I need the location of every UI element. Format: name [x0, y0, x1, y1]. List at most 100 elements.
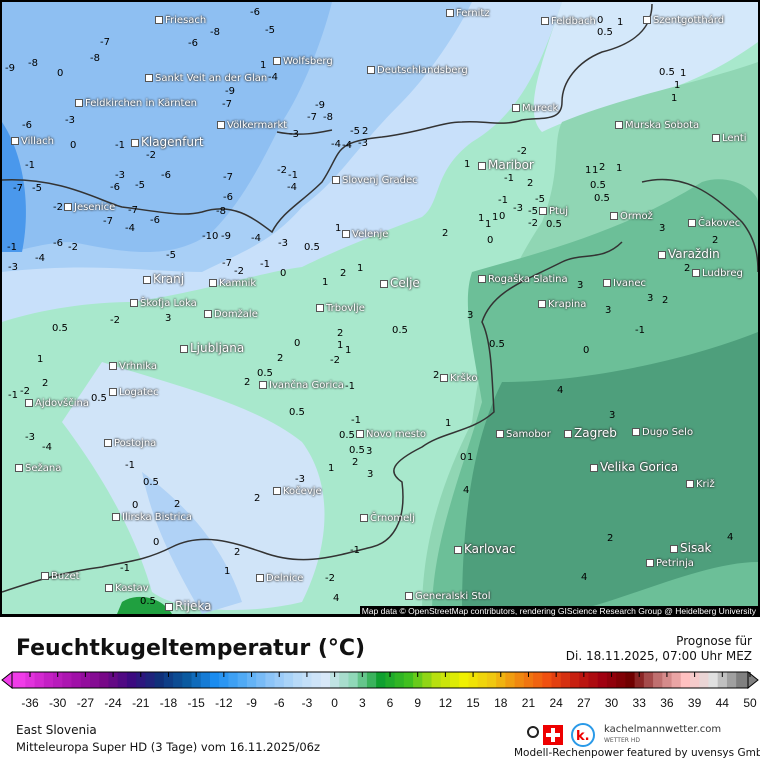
city-marker-icon — [130, 299, 138, 307]
contour-label: -2 — [330, 355, 340, 366]
city-label: Ljubljana — [180, 341, 244, 355]
color-scale-cell — [459, 672, 469, 688]
color-scale-cell — [422, 672, 433, 688]
contour-label: -9 — [315, 100, 325, 111]
color-scale-cell — [579, 672, 589, 688]
map-attribution: Map data © OpenStreetMap contributors, r… — [359, 606, 758, 616]
contour-label: 1 — [592, 165, 599, 176]
temperature-field — [2, 2, 758, 614]
city-marker-icon — [104, 439, 112, 447]
contour-label: -4 — [287, 182, 297, 193]
contour-label: 1 — [467, 452, 474, 463]
contour-label: -7 — [100, 37, 110, 48]
contour-label: 1 — [224, 566, 231, 577]
contour-label: -8 — [28, 58, 38, 69]
city-marker-icon — [686, 480, 694, 488]
contour-label: 1 — [616, 163, 623, 174]
color-scale-cell — [708, 672, 719, 688]
city-label: Kamnik — [209, 278, 256, 290]
contour-label: -3 — [8, 262, 18, 273]
contour-label: -6 — [188, 38, 198, 49]
color-scale-cell — [348, 672, 359, 688]
city-label: Varaždin — [658, 247, 720, 261]
city-marker-icon — [615, 121, 623, 129]
city-marker-icon — [64, 203, 72, 211]
contour-label: 0 — [57, 68, 64, 79]
contour-label: -3 — [65, 115, 75, 126]
city-label: Friesach — [155, 15, 206, 27]
color-scale-cell — [80, 672, 91, 688]
city-label: Celje — [380, 276, 420, 290]
contour-label: -7 — [222, 99, 232, 110]
city-marker-icon — [564, 429, 572, 438]
contour-label: -1 — [350, 545, 360, 556]
contour-label: 2 — [42, 378, 49, 389]
color-scale-cell — [311, 672, 322, 688]
color-scale-cell — [274, 672, 285, 688]
contour-label: 0.5 — [659, 67, 675, 78]
color-scale-cell — [357, 672, 368, 688]
contour-label: -6 — [223, 192, 233, 203]
contour-label: 0.5 — [594, 193, 610, 204]
color-scale-cell — [450, 672, 460, 688]
color-scale-cell — [616, 672, 626, 688]
city-marker-icon — [658, 250, 666, 259]
scale-tick-label: 18 — [494, 696, 508, 710]
city-name: Krško — [450, 373, 478, 384]
city-marker-icon — [478, 275, 486, 283]
city-label: Trbovlje — [316, 303, 365, 315]
city-label: Generalski Stol — [405, 591, 491, 603]
city-label: Ludbreg — [692, 268, 743, 280]
scale-tick-label: 39 — [687, 696, 702, 710]
city-label: Petrinja — [646, 558, 694, 570]
contour-label: -6 — [53, 238, 63, 249]
contour-label: 0 — [487, 235, 494, 246]
city-name: Samobor — [506, 429, 551, 440]
color-scale-cell — [634, 672, 645, 688]
contour-label: 1 — [585, 165, 592, 176]
contour-label: 2 — [340, 268, 347, 279]
color-scale-bar — [1, 670, 759, 690]
city-label: Čakovec — [688, 218, 740, 230]
contour-label: 0 — [153, 537, 160, 548]
contour-label: -1 — [345, 381, 355, 392]
city-label: Ivanec — [603, 278, 646, 290]
contour-label: -2 — [277, 165, 287, 176]
city-name: Kočevje — [283, 486, 322, 497]
color-scale-cell — [366, 672, 377, 688]
min-arrow — [1, 670, 13, 690]
color-scale-cell — [560, 672, 571, 688]
color-scale-cell — [570, 672, 580, 688]
city-name: Postojna — [114, 438, 157, 449]
city-name: Klagenfurt — [141, 135, 204, 149]
color-scale-cell — [182, 672, 193, 688]
contour-label: 0.5 — [304, 242, 320, 253]
contour-label: -3 — [289, 129, 299, 140]
city-marker-icon — [512, 104, 520, 112]
city-marker-icon — [356, 430, 364, 438]
city-marker-icon — [360, 514, 368, 522]
contour-label: 0 — [499, 211, 506, 222]
city-marker-icon — [145, 74, 153, 82]
color-scale-cell — [662, 672, 673, 688]
city-marker-icon — [670, 544, 678, 553]
color-scale-cell — [90, 672, 100, 688]
city-label: Rogaška Slatina — [478, 274, 568, 286]
city-name: Kastav — [115, 583, 149, 594]
contour-label: 0 — [460, 452, 467, 463]
contour-label: 3 — [366, 446, 373, 457]
weather-map[interactable]: Friesach Wolfsberg Sankt Veit an der Glan D… — [0, 0, 760, 617]
city-label: Škofja Loka — [130, 298, 197, 310]
city-label: Fernitz — [446, 8, 490, 20]
city-marker-icon — [332, 176, 340, 184]
contour-label: -2 — [517, 146, 527, 157]
color-scale-cell — [293, 672, 303, 688]
city-label: Novo mesto — [356, 429, 426, 441]
scale-tick-label: 30 — [604, 696, 619, 710]
site-name[interactable]: kachelmannwetter.com — [604, 724, 722, 735]
city-name: Ajdovščina — [35, 398, 89, 409]
city-label: Buzet — [41, 571, 80, 583]
city-name: Ivančna Gorica — [269, 380, 344, 391]
contour-label: 3 — [165, 313, 172, 324]
color-scale-cell — [16, 672, 26, 688]
